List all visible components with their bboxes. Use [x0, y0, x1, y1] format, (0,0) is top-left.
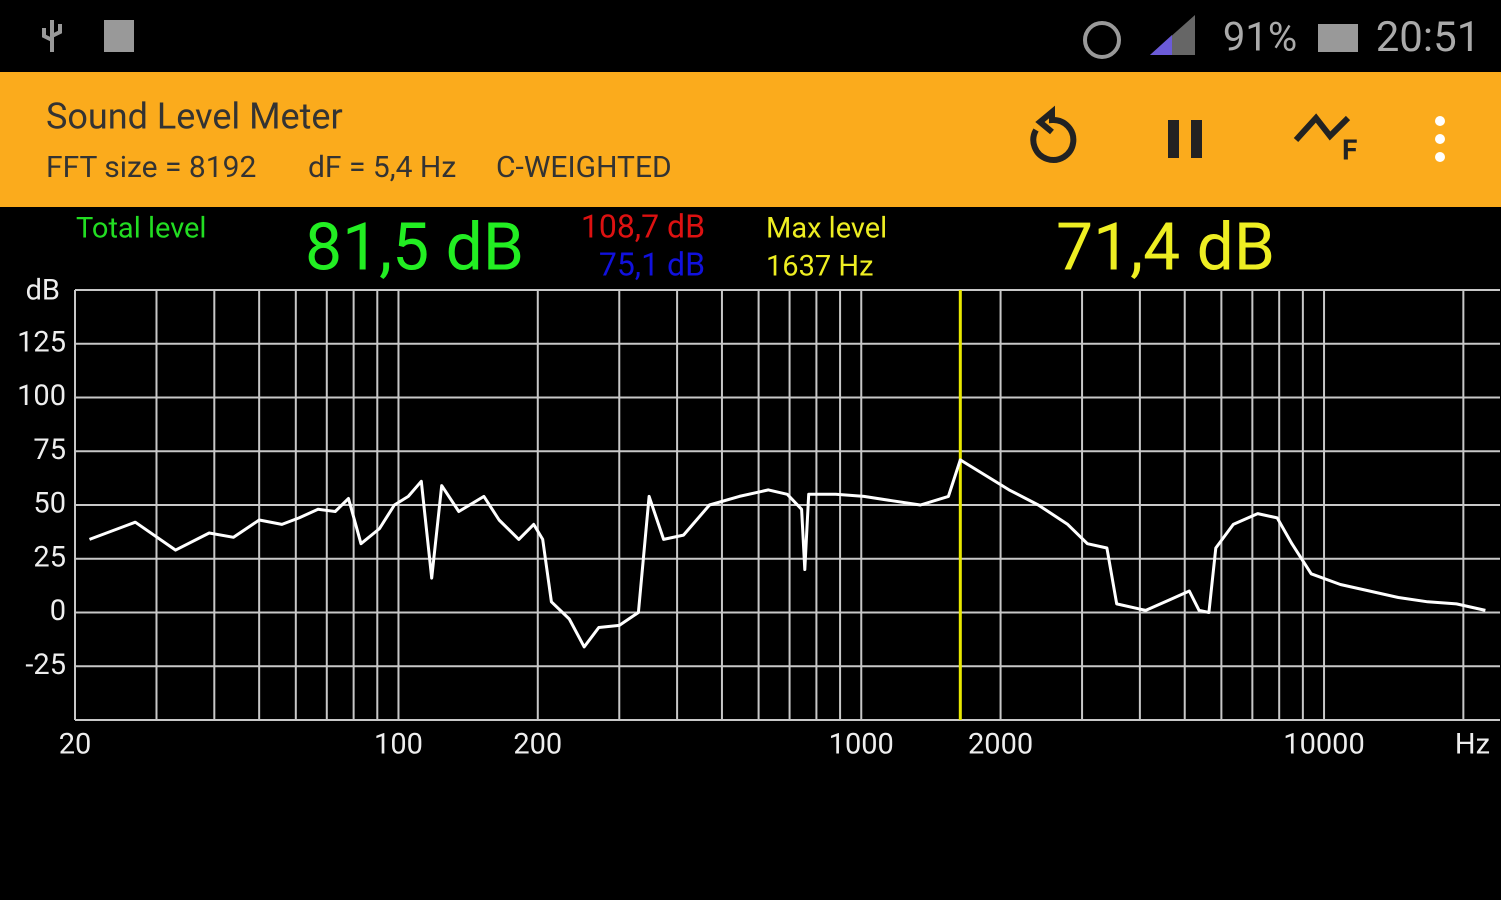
sim-icon — [104, 20, 134, 52]
y-tick-label: -25 — [25, 648, 66, 682]
menu-dot[interactable] — [1435, 116, 1445, 126]
filter-button[interactable] — [1293, 113, 1351, 143]
battery-icon — [1318, 24, 1358, 52]
max-frequency: 1637 Hz — [766, 250, 873, 284]
reset-button[interactable] — [1030, 105, 1077, 163]
y-tick-label: 75 — [33, 433, 66, 467]
x-tick-label: 1000 — [829, 728, 894, 762]
status-bar: 91% 20:51 — [42, 13, 1481, 62]
y-tick-label: 100 — [17, 379, 66, 413]
peak-low: 75,1 dB — [599, 245, 705, 283]
y-tick-label: 50 — [33, 487, 66, 521]
y-tick-label: 125 — [17, 325, 66, 359]
peak-high: 108,7 dB — [581, 207, 705, 245]
usb-icon — [42, 20, 62, 52]
filter-icon-f: F — [1342, 133, 1357, 166]
menu-dot[interactable] — [1435, 134, 1445, 144]
spectrum-chart: -25 0 25 50 75 100 125 dB 20 100 200 1000 2000 10000 H… — [17, 274, 1500, 762]
app-title: Sound Level Meter — [46, 96, 343, 138]
menu-button[interactable] — [1435, 116, 1445, 162]
signal-level — [1150, 35, 1172, 55]
fft-size: FFT size = 8192 — [46, 150, 256, 185]
max-value: 71,4 dB — [1056, 209, 1275, 286]
weighting: C-WEIGHTED — [496, 150, 672, 185]
x-tick-label: 100 — [374, 728, 423, 762]
x-axis-label: Hz — [1455, 728, 1490, 762]
x-tick-label: 2000 — [968, 728, 1033, 762]
y-tick-label: 0 — [50, 594, 66, 628]
total-value: 81,5 dB — [305, 209, 524, 286]
spectrum-line — [88, 458, 1486, 649]
x-tick-label: 200 — [513, 728, 562, 762]
clock: 20:51 — [1376, 13, 1481, 62]
pause-button[interactable] — [1168, 120, 1179, 158]
battery-text: 91% — [1223, 14, 1297, 61]
frequency-resolution: dF = 5,4 Hz — [308, 150, 456, 185]
total-label: Total level — [76, 212, 207, 246]
menu-dot[interactable] — [1435, 152, 1445, 162]
x-tick-label: 20 — [59, 728, 92, 762]
alarm-icon — [1083, 21, 1121, 59]
pause-button-bar[interactable] — [1191, 120, 1202, 158]
y-tick-label: 25 — [33, 540, 66, 574]
max-label: Max level — [766, 212, 887, 246]
y-axis-label: dB — [26, 274, 60, 308]
x-tick-label: 10000 — [1283, 728, 1365, 762]
app-bar — [0, 72, 1501, 207]
